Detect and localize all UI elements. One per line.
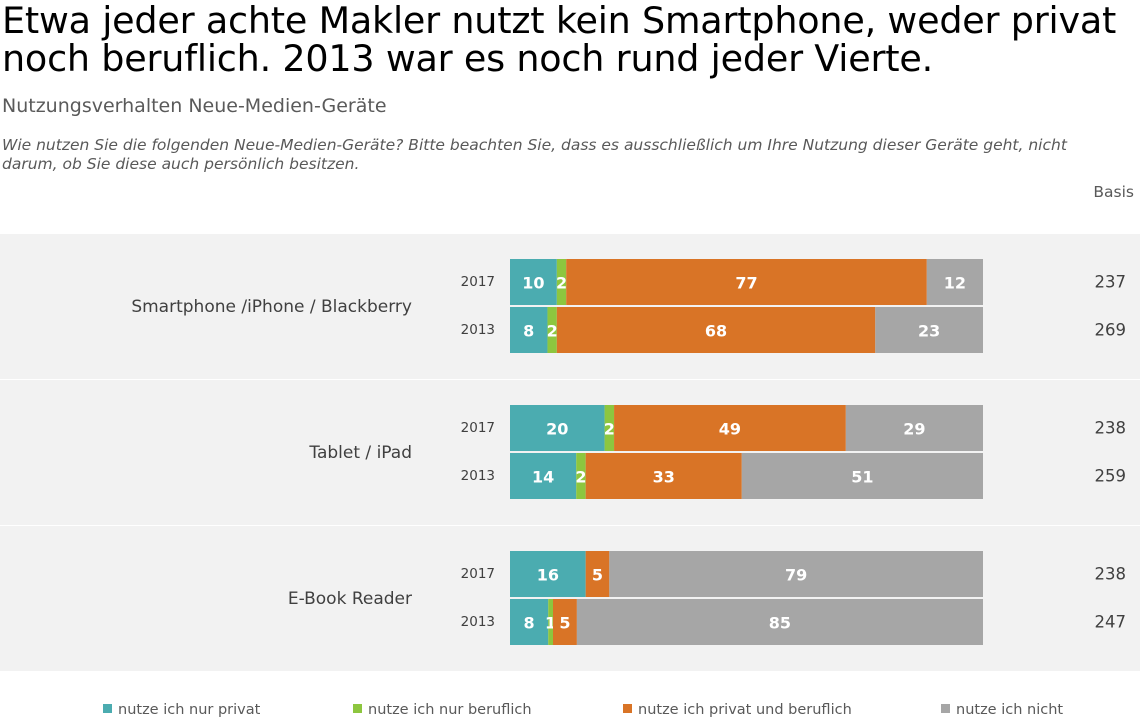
bar-segment-tablet-2013-s1 [510, 453, 577, 499]
bar-segment-e-book-2013-s4 [576, 599, 983, 645]
legend-label: nutze ich nur privat [118, 702, 261, 718]
bar-segment-e-book-2017-s3 [585, 551, 610, 597]
data-label-e-book-2013-s2: 1 [545, 614, 556, 633]
data-label-smartphone-2013-s2: 2 [547, 322, 558, 341]
bar-segment-e-book-2013-s3 [553, 599, 577, 645]
bar-segment-tablet-2013-s3 [585, 453, 742, 499]
data-label-e-book-2013-s3: 5 [559, 614, 570, 633]
year-label-smartphone-2013: 2013 [461, 322, 495, 338]
data-label-smartphone-2013-s4: 23 [918, 322, 940, 341]
legend-item-nutze-ich-privat-und-beruflich: nutze ich privat und beruflich [623, 702, 852, 718]
data-label-e-book-2017-s3: 5 [592, 566, 603, 585]
group-band-ebook [0, 526, 1140, 671]
basis-value-smartphone-2013: 269 [1095, 321, 1127, 340]
group-band-tablet [0, 380, 1140, 525]
chart-legend: nutze ich nur privat nutze ich nur berufl… [0, 702, 1140, 719]
bar-segment-smartphone-2013-s2 [547, 307, 557, 353]
legend-swatch [941, 704, 950, 713]
bar-segment-tablet-2017-s1 [510, 405, 605, 451]
bar-segment-smartphone-2017-s1 [510, 259, 557, 305]
data-label-smartphone-2013-s1: 8 [523, 322, 534, 341]
bar-segment-e-book-2013-s2 [548, 599, 553, 645]
group-band-smartphone [0, 234, 1140, 379]
basis-value-smartphone-2017: 237 [1095, 273, 1127, 292]
data-label-smartphone-2017-s2: 2 [556, 274, 567, 293]
legend-swatch [103, 704, 112, 713]
data-label-smartphone-2017-s4: 12 [944, 274, 966, 293]
data-label-tablet-2017-s1: 20 [546, 420, 568, 439]
basis-value-e-book-2017: 238 [1095, 565, 1127, 584]
legend-swatch [353, 704, 362, 713]
data-label-tablet-2013-s3: 33 [653, 468, 675, 487]
bar-segment-e-book-2017-s4 [609, 551, 983, 597]
basis-header: Basis [1093, 183, 1134, 201]
data-label-e-book-2013-s1: 8 [524, 614, 535, 633]
data-label-tablet-2017-s4: 29 [903, 420, 925, 439]
year-label-e-book-2017: 2017 [461, 566, 495, 582]
legend-item-nutze-ich-nur-privat: nutze ich nur privat [103, 702, 260, 718]
bar-segment-tablet-2013-s2 [576, 453, 586, 499]
year-label-smartphone-2017: 2017 [461, 274, 495, 290]
legend-swatch [623, 704, 632, 713]
chart-headline: Etwa jeder achte Makler nutzt kein Smart… [2, 0, 1117, 80]
data-label-smartphone-2017-s1: 10 [522, 274, 544, 293]
bar-segment-smartphone-2013-s3 [556, 307, 876, 353]
year-label-tablet-2013: 2013 [461, 468, 495, 484]
bar-segment-e-book-2013-s1 [510, 599, 549, 645]
data-label-smartphone-2017-s3: 77 [735, 274, 757, 293]
basis-value-tablet-2017: 238 [1095, 419, 1127, 438]
data-label-e-book-2013-s4: 85 [769, 614, 791, 633]
group-label-tablet: Tablet / iPad [308, 443, 412, 463]
bar-segment-tablet-2017-s3 [614, 405, 846, 451]
data-label-tablet-2017-s3: 49 [719, 420, 741, 439]
group-label-smartphone: Smartphone /iPhone / Blackberry [131, 297, 412, 317]
stacked-bar-chart: Smartphone /iPhone / Blackberry 2017 10 2 77… [131, 259, 1127, 645]
bar-segment-tablet-2017-s4 [845, 405, 983, 451]
year-label-e-book-2013: 2013 [461, 614, 495, 630]
data-label-tablet-2013-s2: 2 [575, 468, 586, 487]
group-label-e-book: E-Book Reader [288, 589, 412, 609]
year-label-tablet-2017: 2017 [461, 420, 495, 436]
data-label-tablet-2017-s2: 2 [604, 420, 615, 439]
bar-segment-smartphone-2017-s2 [556, 259, 567, 305]
basis-value-e-book-2013: 247 [1095, 613, 1127, 632]
bar-segment-tablet-2017-s2 [604, 405, 615, 451]
data-label-smartphone-2013-s3: 68 [705, 322, 727, 341]
data-label-e-book-2017-s1: 16 [537, 566, 559, 585]
survey-question: Wie nutzen Sie die folgenden Neue-Medien… [2, 136, 1067, 173]
bar-segment-smartphone-2013-s1 [510, 307, 548, 353]
legend-label: nutze ich privat und beruflich [638, 702, 852, 718]
legend-label: nutze ich nur beruflich [368, 702, 532, 718]
data-label-tablet-2013-s4: 51 [851, 468, 873, 487]
basis-value-tablet-2013: 259 [1095, 467, 1127, 486]
legend-item-nutze-ich-nicht: nutze ich nicht [941, 702, 1063, 718]
data-label-e-book-2017-s4: 79 [785, 566, 807, 585]
bar-segment-smartphone-2013-s4 [875, 307, 983, 353]
bar-segment-tablet-2013-s4 [741, 453, 983, 499]
data-label-tablet-2013-s1: 14 [532, 468, 554, 487]
legend-item-nutze-ich-nur-beruflich: nutze ich nur beruflich [353, 702, 532, 718]
bar-segment-e-book-2017-s1 [510, 551, 586, 597]
bar-segment-smartphone-2017-s4 [926, 259, 983, 305]
legend-label: nutze ich nicht [956, 702, 1064, 718]
bar-segment-smartphone-2017-s3 [566, 259, 927, 305]
chart-subtitle: Nutzungsverhalten Neue-Medien-Geräte [2, 95, 387, 117]
